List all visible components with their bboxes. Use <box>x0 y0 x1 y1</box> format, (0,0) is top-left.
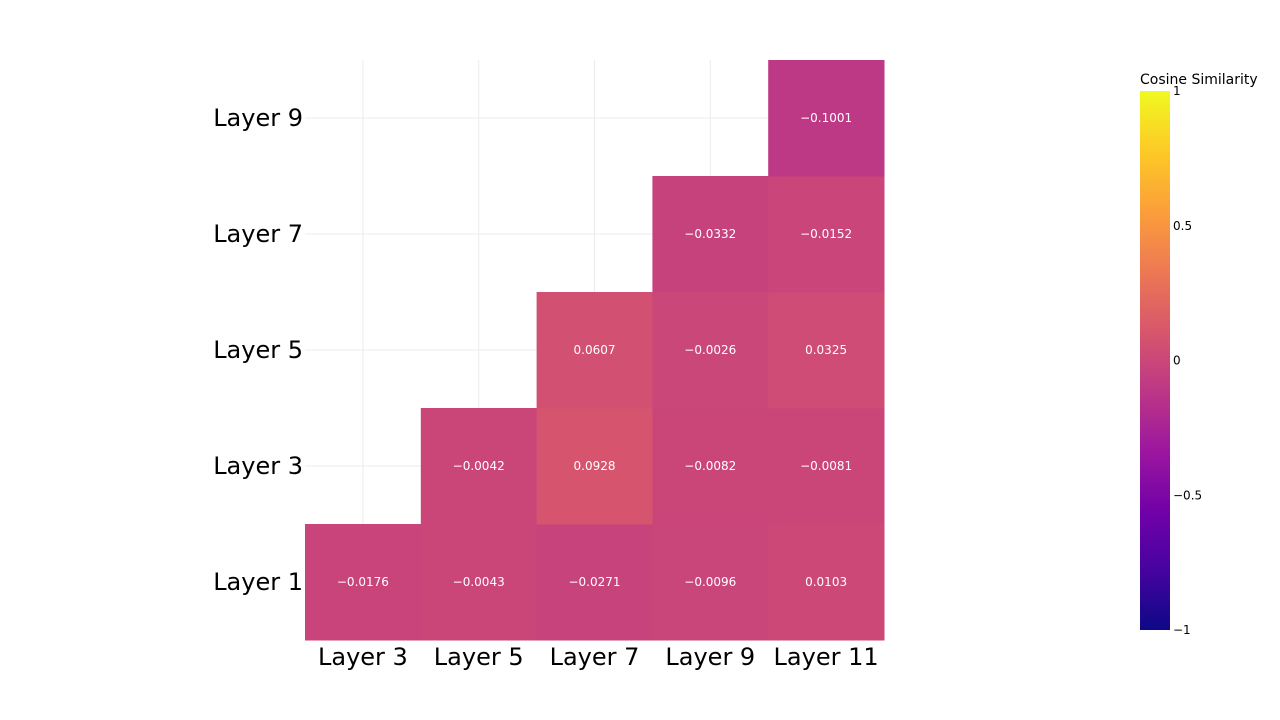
cell-value-label: 0.0607 <box>574 343 616 357</box>
cell-value-label: −0.0026 <box>684 343 736 357</box>
cell-value-labels: −0.0176 −0.0043 −0.0271 −0.0096 0.0103 −0.004… <box>337 111 852 589</box>
cell-value-label: −0.0096 <box>684 575 736 589</box>
heatmap-cell <box>768 408 885 525</box>
colorbar-tick-label: −0.5 <box>1173 488 1202 502</box>
cell-value-label: −0.0176 <box>337 575 389 589</box>
cell-value-label: −0.0332 <box>684 227 736 241</box>
heatmap-cell <box>536 408 653 525</box>
x-axis: Layer 3 Layer 5 Layer 7 Layer 9 Layer 11 <box>318 643 879 671</box>
x-tick-label: Layer 5 <box>434 643 524 671</box>
heatmap-cell <box>768 524 885 641</box>
heatmap-cell <box>305 524 422 641</box>
cell-value-label: 0.0103 <box>805 575 847 589</box>
y-tick-label: Layer 5 <box>213 336 303 364</box>
heatmap-cell <box>536 292 653 409</box>
cell-value-label: −0.0043 <box>453 575 505 589</box>
y-axis: Layer 1 Layer 3 Layer 5 Layer 7 Layer 9 <box>213 104 303 596</box>
colorbar-tick-label: −1 <box>1173 623 1191 637</box>
y-tick-label: Layer 9 <box>213 104 303 132</box>
cell-value-label: −0.0081 <box>800 459 852 473</box>
cell-value-label: −0.0152 <box>800 227 852 241</box>
heatmap-cell <box>768 60 885 177</box>
colorbar-tick-label: 1 <box>1173 84 1181 98</box>
heatmap-cell <box>420 408 538 525</box>
y-tick-label: Layer 1 <box>213 568 303 596</box>
cell-value-label: −0.0082 <box>684 459 736 473</box>
cell-value-label: 0.0928 <box>574 459 616 473</box>
y-tick-label: Layer 7 <box>213 220 303 248</box>
heatmap-cells <box>305 60 885 641</box>
x-tick-label: Layer 3 <box>318 643 408 671</box>
y-tick-label: Layer 3 <box>213 452 303 480</box>
heatmap-cell <box>768 176 885 293</box>
heatmap-cell <box>420 524 538 641</box>
heatmap-cell <box>536 524 653 641</box>
x-tick-label: Layer 9 <box>665 643 755 671</box>
cell-value-label: −0.0042 <box>453 459 505 473</box>
colorbar-tick-label: 0 <box>1173 354 1181 368</box>
heatmap-cell <box>652 408 769 525</box>
colorbar-title: Cosine Similarity <box>1140 72 1258 88</box>
heatmap-cell <box>652 292 769 409</box>
heatmap-cell <box>768 292 885 409</box>
cell-value-label: 0.0325 <box>805 343 847 357</box>
colorbar-gradient <box>1140 91 1170 630</box>
heatmap-cell <box>652 524 769 641</box>
cell-value-label: −0.0271 <box>568 575 620 589</box>
heatmap-cell <box>652 176 769 293</box>
colorbar-tick-label: 0.5 <box>1173 219 1192 233</box>
cell-value-label: −0.1001 <box>800 111 852 125</box>
colorbar: Cosine Similarity 1 0.5 0 −0.5 −1 <box>1140 72 1258 637</box>
x-tick-label: Layer 7 <box>550 643 640 671</box>
x-tick-label: Layer 11 <box>774 643 879 671</box>
